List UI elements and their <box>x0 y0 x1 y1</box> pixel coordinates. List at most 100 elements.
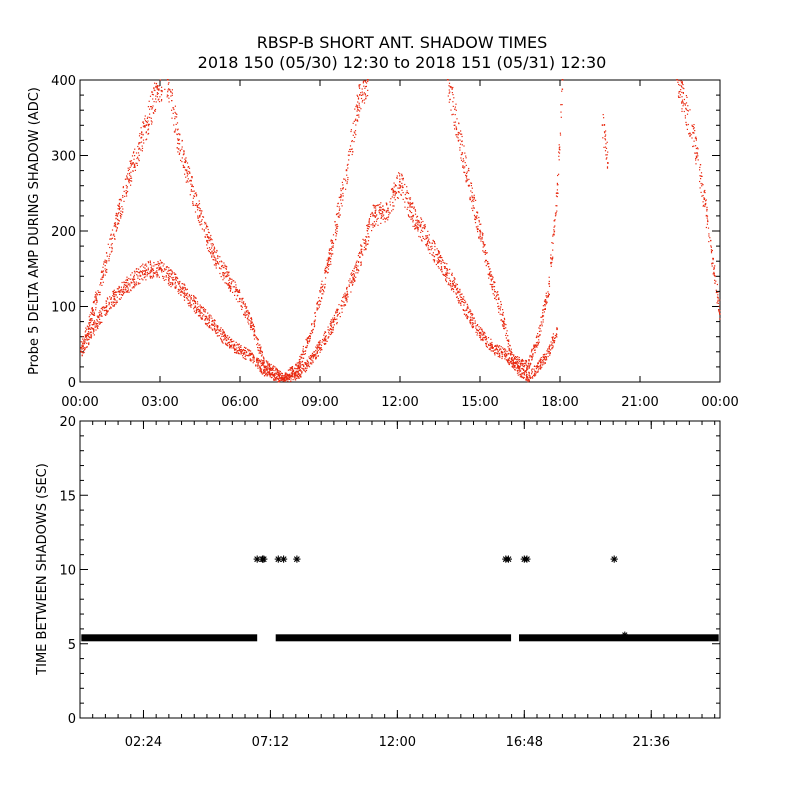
amp-point <box>186 169 188 171</box>
amp-point <box>95 295 97 297</box>
amp-point <box>131 163 134 165</box>
amp-point <box>137 282 139 284</box>
amp-point <box>466 315 468 317</box>
amp-point <box>292 379 294 381</box>
amp-point <box>121 291 123 293</box>
amp-point <box>537 362 539 364</box>
amp-point <box>327 261 329 263</box>
amp-point <box>551 242 553 244</box>
amp-point <box>465 314 468 316</box>
amp-point <box>374 224 376 226</box>
amp-point <box>340 188 342 190</box>
amp-point <box>117 222 119 224</box>
amp-point <box>266 375 268 377</box>
amp-point <box>83 339 85 341</box>
amp-point <box>87 335 89 337</box>
amp-point <box>504 355 506 358</box>
amp-point <box>420 231 422 233</box>
amp-point <box>162 275 164 277</box>
amp-point <box>217 325 219 327</box>
amp-point <box>241 308 243 310</box>
amp-point <box>200 220 202 222</box>
amp-point <box>209 240 211 242</box>
amp-point <box>455 128 458 131</box>
amp-point <box>183 290 185 292</box>
amp-point <box>174 279 176 281</box>
amp-point <box>96 294 98 296</box>
amp-point <box>211 323 213 325</box>
amp-point <box>337 215 339 217</box>
amp-point <box>550 254 552 256</box>
amp-point <box>222 279 224 281</box>
amp-point <box>416 221 418 223</box>
amp-point <box>128 182 130 184</box>
delta-amp-axes: 00:00 03:00 06:00 09:00 12:00 15:00 18:00 21:00… <box>51 74 739 410</box>
amp-point <box>110 251 112 253</box>
amp-point <box>216 332 218 334</box>
amp-point <box>99 310 101 312</box>
amp-point <box>174 276 176 278</box>
amp-point <box>414 228 416 230</box>
amp-point <box>546 350 548 352</box>
amp-point <box>161 271 163 273</box>
amp-point <box>719 299 721 301</box>
amp-point <box>339 316 341 318</box>
amp-point <box>529 356 531 358</box>
amp-point <box>381 211 383 213</box>
amp-point <box>134 284 136 286</box>
amp-point <box>213 322 215 324</box>
amp-point <box>120 217 122 219</box>
amp-point <box>192 186 194 188</box>
amp-point <box>241 301 243 303</box>
amp-point <box>486 263 488 265</box>
amp-point <box>275 377 277 379</box>
amp-point <box>440 266 443 268</box>
amp-point <box>248 352 251 354</box>
amp-point <box>528 359 530 361</box>
amp-point <box>261 368 263 370</box>
amp-point <box>548 293 550 295</box>
amp-point <box>542 360 544 362</box>
amp-point <box>457 292 459 294</box>
amp-point <box>485 339 487 341</box>
amp-point <box>325 266 327 268</box>
amp-point <box>195 310 197 312</box>
amp-point <box>144 270 146 273</box>
amp-point <box>208 326 210 328</box>
amp-point <box>274 370 276 372</box>
amp-point <box>85 334 88 336</box>
amp-point <box>317 344 319 346</box>
amp-point <box>446 272 448 274</box>
amp-point <box>536 346 538 348</box>
amp-point <box>545 357 548 359</box>
amp-point <box>505 334 507 336</box>
amp-point <box>305 362 307 364</box>
amp-point <box>605 154 607 156</box>
amp-point <box>685 102 688 104</box>
amp-point <box>497 353 499 355</box>
amp-point <box>140 137 142 139</box>
amp-point <box>455 292 457 294</box>
amp-point <box>298 369 300 372</box>
amp-point <box>533 368 535 370</box>
amp-point <box>183 293 186 295</box>
amp-point <box>88 338 90 340</box>
amp-point <box>302 345 304 348</box>
amp-point <box>378 206 381 208</box>
amp-point <box>386 210 388 212</box>
amp-point <box>480 339 482 341</box>
amp-point <box>516 359 518 361</box>
amp-point <box>428 238 430 240</box>
amp-point <box>431 242 433 244</box>
amp-point <box>236 288 238 290</box>
amp-point <box>285 379 287 381</box>
amp-point <box>141 147 144 149</box>
amp-point <box>228 336 231 338</box>
amp-point <box>217 255 219 257</box>
amp-point <box>144 120 147 122</box>
amp-point <box>182 166 184 168</box>
amp-point <box>676 79 678 81</box>
amp-point <box>352 281 354 283</box>
amp-point <box>277 373 280 375</box>
